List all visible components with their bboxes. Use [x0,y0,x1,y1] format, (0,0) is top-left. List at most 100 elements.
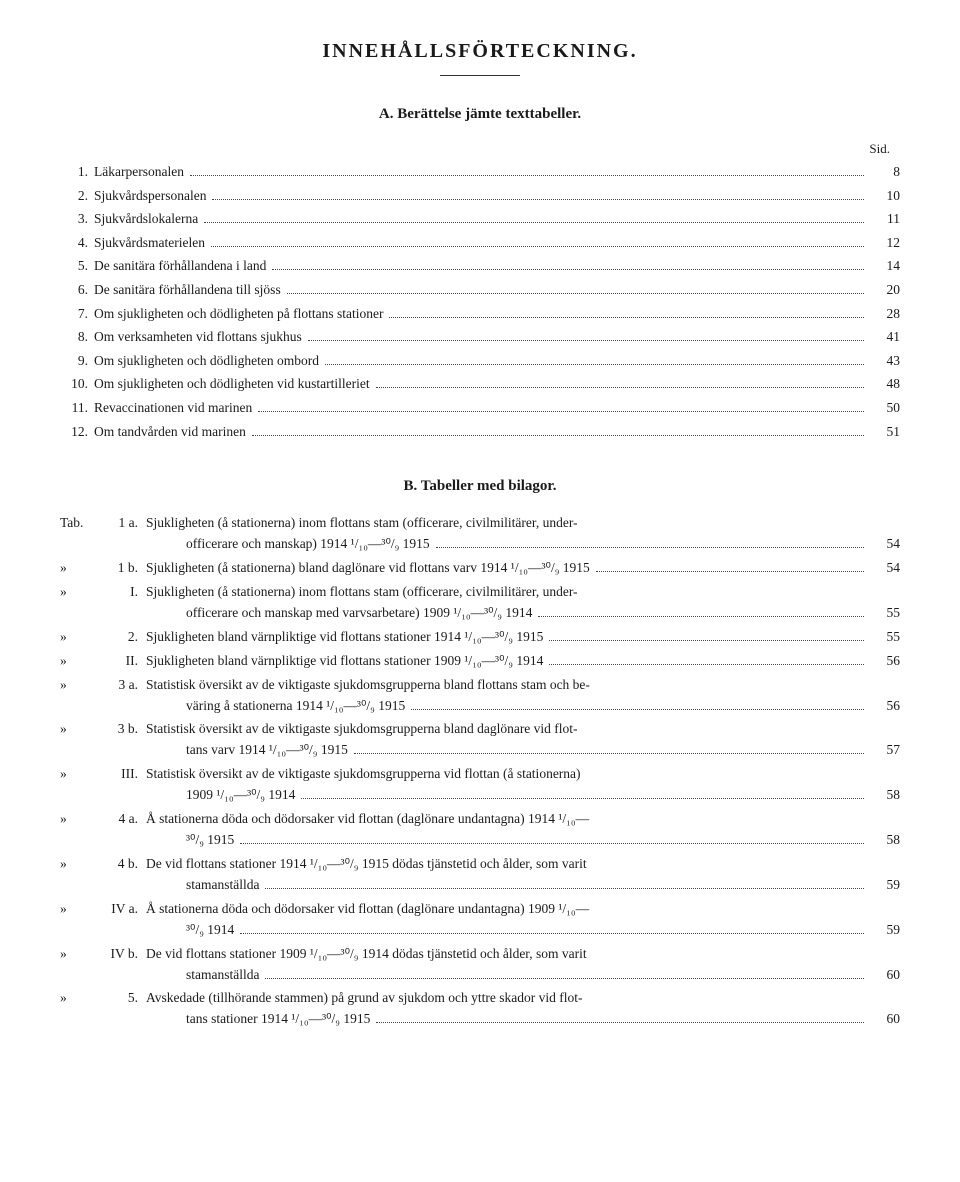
tab-entry-line: officerare och manskap) 1914 ¹/₁₀—³⁰/₉ 1… [146,534,900,555]
tab-entry-subprefix: 3 b. [102,719,146,740]
section-a-list: 1.Läkarpersonalen82.Sjukvårdspersonalen1… [60,161,900,442]
tab-entry: »3 b.Statistisk översikt av de viktigast… [60,719,900,761]
tab-entry-line: stamanställda 59 [146,875,900,896]
tab-entry-leader [549,664,864,665]
tab-entry-prefix: » [60,809,102,830]
tab-entry-body: Statistisk översikt av de viktigaste sju… [146,675,900,717]
tab-entry-subprefix: 5. [102,988,146,1009]
tab-entry-subprefix: 4 a. [102,809,146,830]
tab-entry-text: officerare och manskap med varvsarbetare… [186,603,532,624]
toc-entry-leader [325,364,864,365]
tab-entry-body: Sjukligheten (å stationerna) inom flotta… [146,513,900,555]
tab-entry: »III.Statistisk översikt av de viktigast… [60,764,900,806]
tab-entry: »1 b.Sjukligheten (å stationerna) bland … [60,558,900,579]
toc-entry-number: 3. [60,208,94,230]
toc-entry-page: 41 [870,326,900,348]
tab-entry-line: Statistisk översikt av de viktigaste sju… [146,764,900,785]
tab-entry-text: Statistisk översikt av de viktigaste sju… [146,764,581,785]
tab-entry-text: 1909 ¹/₁₀—³⁰/₉ 1914 [186,785,295,806]
tab-entry-page: 54 [870,534,900,555]
toc-entry-leader [258,411,864,412]
toc-entry-label: Sjukvårdsmaterielen [94,232,205,254]
tab-entry-subprefix: IV a. [102,899,146,920]
tab-entry-text: Statistisk översikt av de viktigaste sju… [146,719,578,740]
tab-entry-line: officerare och manskap med varvsarbetare… [146,603,900,624]
toc-entry-leader [376,387,864,388]
tab-entry-text: stamanställda [186,875,259,896]
toc-entry: 7.Om sjukligheten och dödligheten på flo… [60,303,900,325]
tab-entry-subprefix: 1 b. [102,558,146,579]
tab-entry-text: Sjukligheten (å stationerna) inom flotta… [146,513,578,534]
tab-entry: »IV a.Å stationerna döda och dödorsaker … [60,899,900,941]
tab-entry-line: Sjukligheten (å stationerna) inom flotta… [146,582,900,603]
tab-entry-subprefix: 1 a. [102,513,146,534]
tab-entry-subprefix: III. [102,764,146,785]
tab-entry-text: De vid flottans stationer 1914 ¹/₁₀—³⁰/₉… [146,854,587,875]
tab-entry-line: ³⁰/₉ 191558 [146,830,900,851]
tab-entry-leader [376,1022,864,1023]
tab-entry-body: De vid flottans stationer 1914 ¹/₁₀—³⁰/₉… [146,854,900,896]
tab-entry-subprefix: II. [102,651,146,672]
toc-entry-leader [252,435,864,436]
tab-entry-text: Sjukligheten (å stationerna) bland daglö… [146,558,590,579]
section-b-list: Tab.1 a.Sjukligheten (å stationerna) ino… [60,513,900,1030]
toc-entry-label: De sanitära förhållandena till sjöss [94,279,281,301]
tab-entry-line: väring å stationerna 1914 ¹/₁₀—³⁰/₉ 1915… [146,696,900,717]
tab-entry-leader [265,888,864,889]
toc-entry-page: 48 [870,373,900,395]
tab-entry-prefix: » [60,944,102,965]
tab-entry-prefix: » [60,719,102,740]
tab-entry-line: Sjukligheten (å stationerna) bland daglö… [146,558,900,579]
toc-entry-page: 43 [870,350,900,372]
tab-entry-body: Å stationerna döda och dödorsaker vid fl… [146,809,900,851]
toc-entry-leader [308,340,864,341]
toc-entry-page: 11 [870,208,900,230]
tab-entry: »II.Sjukligheten bland värnpliktige vid … [60,651,900,672]
tab-entry-prefix: » [60,854,102,875]
tab-entry-prefix: » [60,764,102,785]
tab-entry-subprefix: 3 a. [102,675,146,696]
tab-entry-body: Å stationerna döda och dödorsaker vid fl… [146,899,900,941]
tab-entry-prefix: » [60,651,102,672]
toc-entry-label: Om sjukligheten och dödligheten på flott… [94,303,383,325]
tab-entry-line: Å stationerna döda och dödorsaker vid fl… [146,809,900,830]
tab-entry-text: Statistisk översikt av de viktigaste sju… [146,675,590,696]
tab-entry-line: Avskedade (tillhörande stammen) på grund… [146,988,900,1009]
tab-entry-line: Sjukligheten bland värnpliktige vid flot… [146,651,900,672]
tab-entry-line: De vid flottans stationer 1914 ¹/₁₀—³⁰/₉… [146,854,900,875]
tab-entry-prefix: » [60,899,102,920]
toc-entry-label: Om sjukligheten och dödligheten vid kust… [94,373,370,395]
tab-entry-text: ³⁰/₉ 1915 [186,830,234,851]
tab-entry-body: Sjukligheten bland värnpliktige vid flot… [146,627,900,648]
toc-entry: 2.Sjukvårdspersonalen10 [60,185,900,207]
toc-entry: 6.De sanitära förhållandena till sjöss20 [60,279,900,301]
toc-entry: 1.Läkarpersonalen8 [60,161,900,183]
toc-entry-label: Sjukvårdslokalerna [94,208,198,230]
toc-entry-label: De sanitära förhållandena i land [94,255,266,277]
tab-entry-prefix: » [60,558,102,579]
tab-entry-prefix: » [60,675,102,696]
tab-entry: »4 a.Å stationerna döda och dödorsaker v… [60,809,900,851]
tab-entry-leader [538,616,864,617]
tab-entry-line: 1909 ¹/₁₀—³⁰/₉ 191458 [146,785,900,806]
tab-entry-text: tans stationer 1914 ¹/₁₀—³⁰/₉ 1915 [186,1009,370,1030]
toc-entry-page: 28 [870,303,900,325]
tab-entry-text: Sjukligheten bland värnpliktige vid flot… [146,651,543,672]
tab-entry-page: 59 [870,875,900,896]
tab-entry-page: 56 [870,651,900,672]
tab-entry-leader [596,571,864,572]
tab-entry-leader [411,709,864,710]
toc-entry-number: 10. [60,373,94,395]
toc-entry-page: 12 [870,232,900,254]
tab-entry: »2.Sjukligheten bland värnpliktige vid f… [60,627,900,648]
toc-entry-leader [287,293,864,294]
tab-entry-page: 57 [870,740,900,761]
tab-entry: »3 a.Statistisk översikt av de viktigast… [60,675,900,717]
tab-entry-prefix: » [60,988,102,1009]
tab-entry-line: Statistisk översikt av de viktigaste sju… [146,675,900,696]
tab-entry-line: tans stationer 1914 ¹/₁₀—³⁰/₉ 191560 [146,1009,900,1030]
tab-entry-page: 55 [870,627,900,648]
tab-entry-prefix: » [60,627,102,648]
toc-entry-number: 2. [60,185,94,207]
tab-entry-prefix: Tab. [60,513,102,534]
